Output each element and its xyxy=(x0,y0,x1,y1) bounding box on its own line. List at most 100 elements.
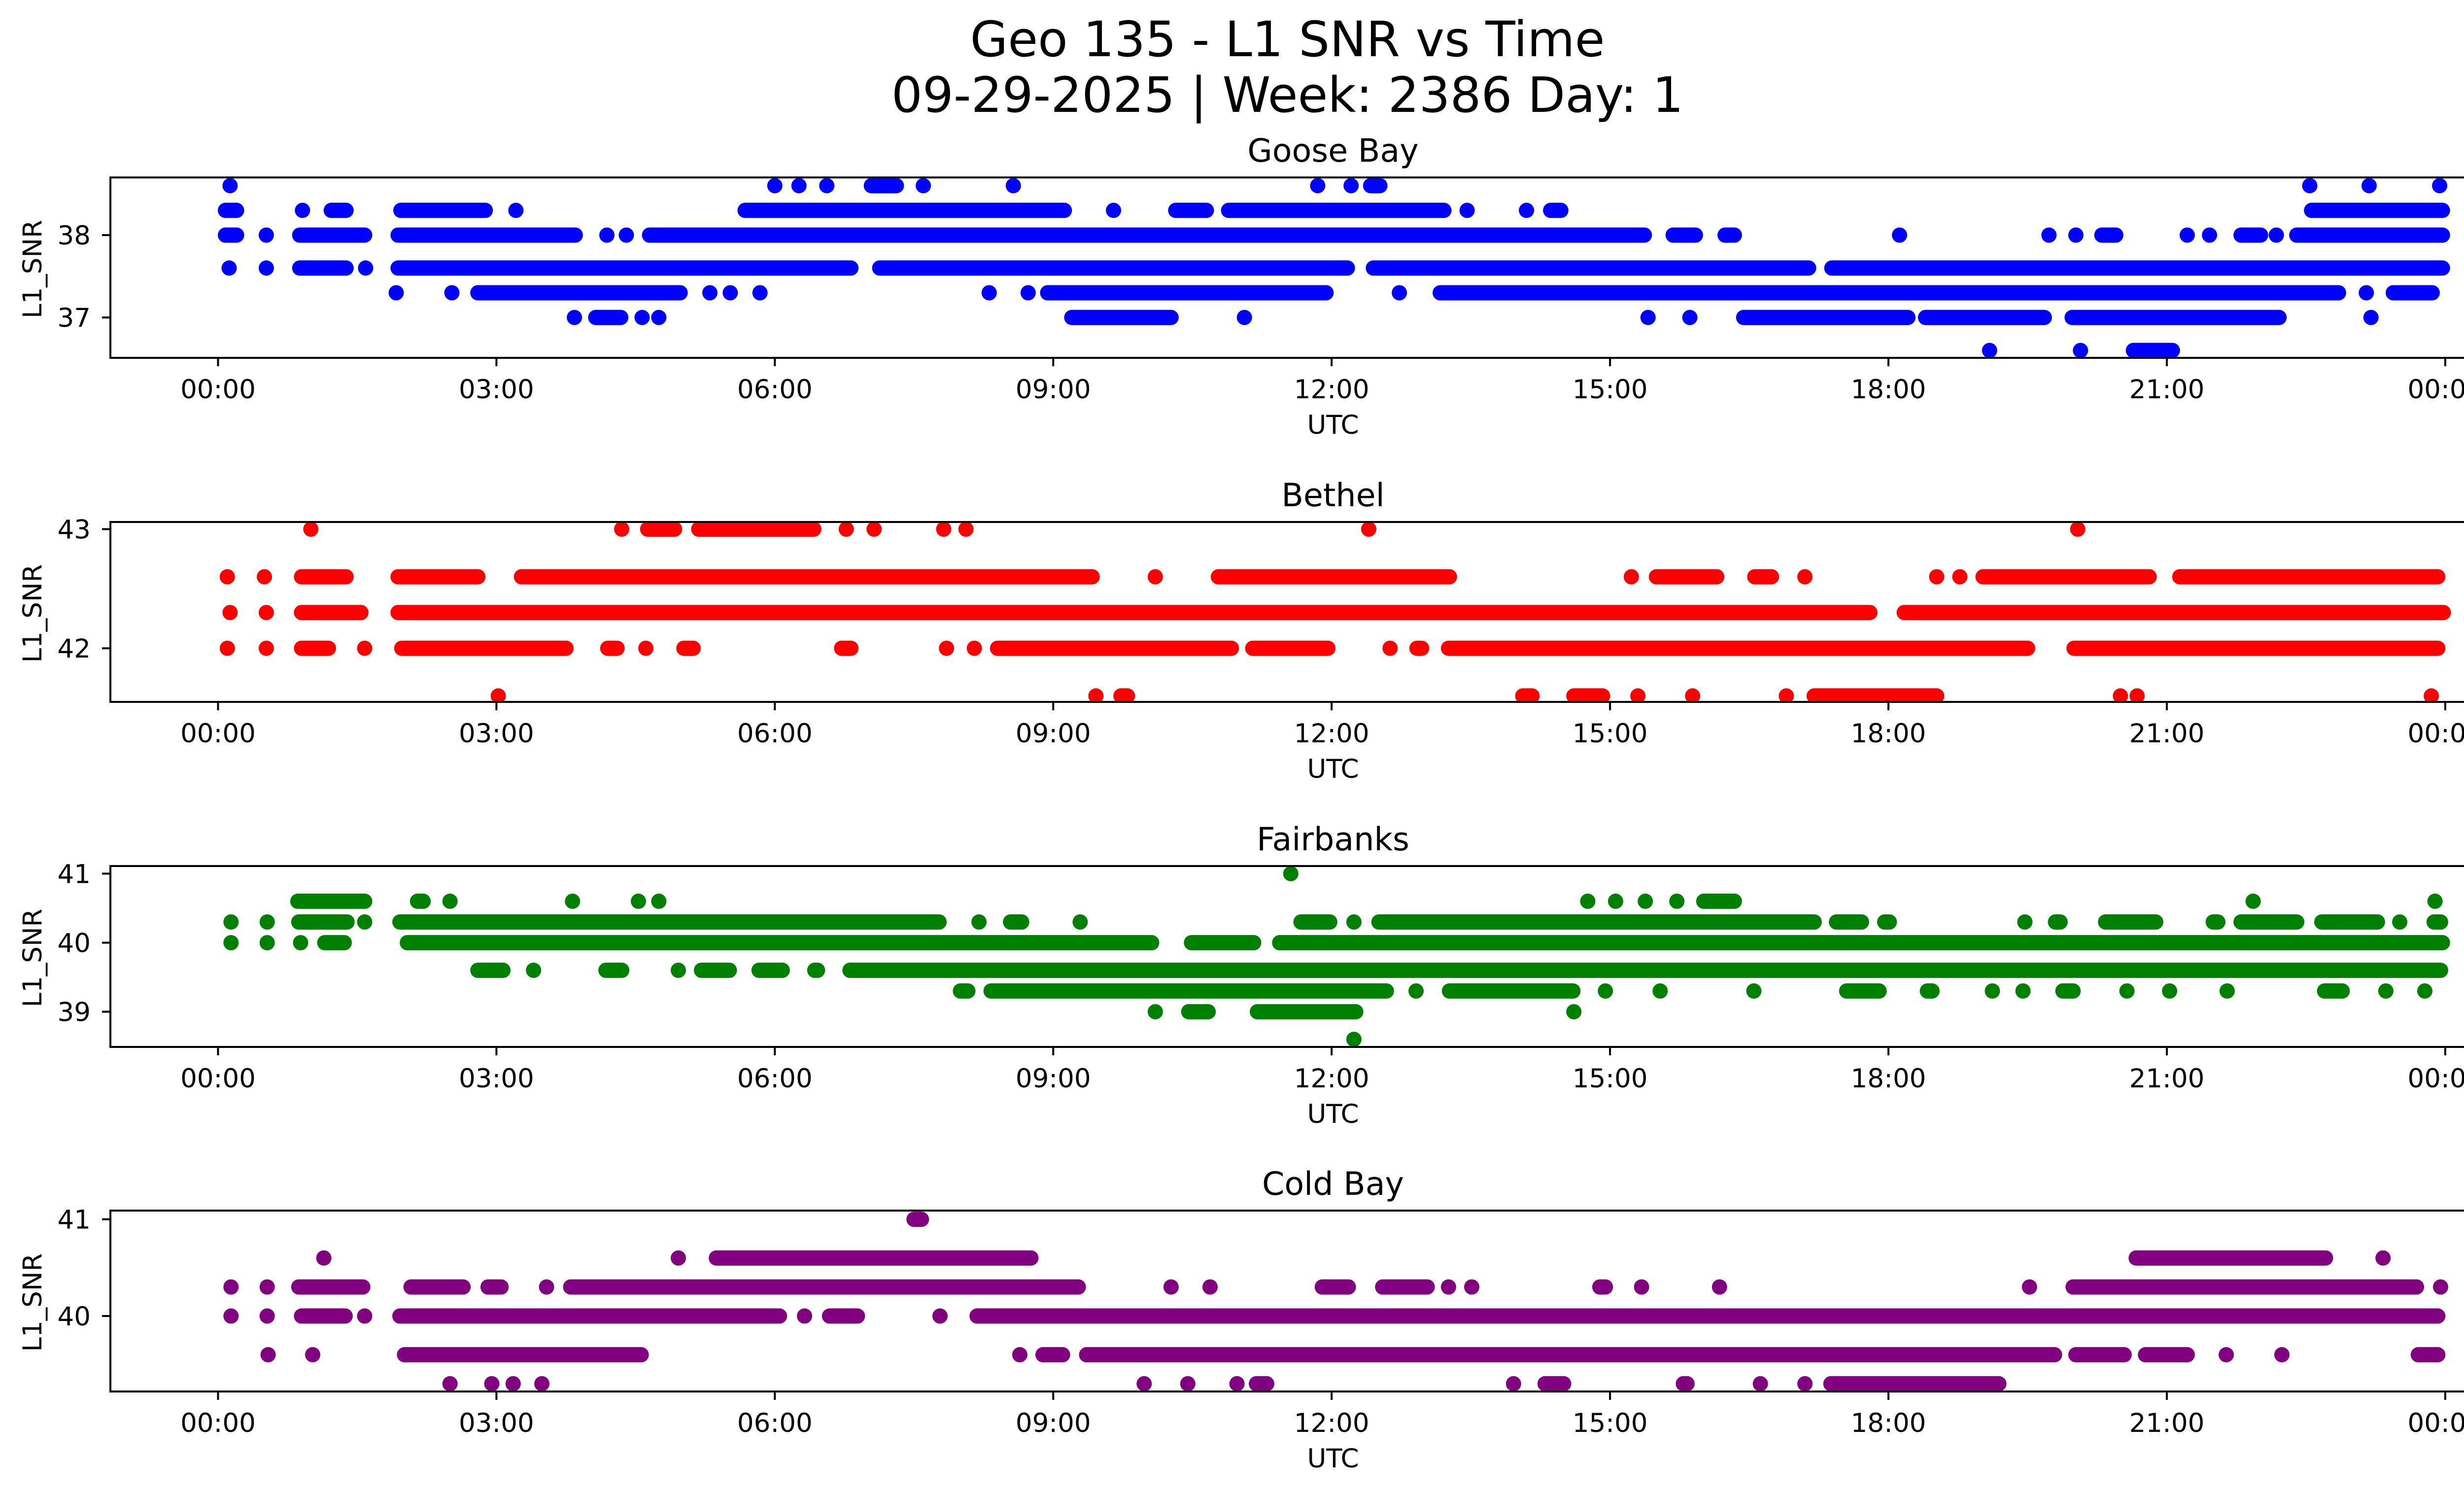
data-point xyxy=(388,285,404,301)
data-point xyxy=(791,178,807,194)
data-point xyxy=(526,963,542,978)
x-tick-label: 06:00 xyxy=(737,1064,813,1094)
data-point xyxy=(1408,983,1424,999)
data-point xyxy=(702,285,718,301)
data-point xyxy=(2021,1279,2037,1295)
y-tick-label: 40 xyxy=(58,928,91,958)
figure-subtitle: 09-29-2025 | Week: 2386 Day: 1 xyxy=(891,67,1684,124)
data-point xyxy=(2302,178,2318,194)
data-point xyxy=(442,893,458,909)
data-point xyxy=(2070,522,2086,537)
data-point xyxy=(1072,914,1088,930)
data-point xyxy=(752,285,768,301)
data-point xyxy=(2268,227,2284,243)
y-tick-label: 41 xyxy=(58,1205,91,1235)
data-point xyxy=(1147,1004,1163,1020)
data-point xyxy=(1519,203,1535,218)
data-point xyxy=(1634,1279,1649,1295)
data-point xyxy=(222,605,238,621)
data-point xyxy=(1088,688,1104,702)
data-point xyxy=(1106,203,1122,218)
x-axis-label: UTC xyxy=(1307,410,1359,440)
subplot-title: Goose Bay xyxy=(1247,133,1418,170)
data-point xyxy=(534,1376,550,1391)
x-tick-label: 21:00 xyxy=(2129,375,2205,405)
data-point xyxy=(618,227,634,243)
subplot-title: Cold Bay xyxy=(1262,1166,1404,1203)
data-point xyxy=(1623,569,1639,585)
x-tick-label: 15:00 xyxy=(1573,1064,1648,1094)
data-point xyxy=(1985,983,2000,999)
data-point xyxy=(565,893,581,909)
x-tick-label: 18:00 xyxy=(1851,1064,1926,1094)
subplot-bethel: 00:00 03:00 06:00 09:00 12:00 15:00 18:00 21:00… xyxy=(18,477,2464,784)
data-point xyxy=(1346,914,1362,930)
data-point xyxy=(1598,983,1613,999)
x-tick-label: 00:00 xyxy=(180,1064,256,1094)
data-point xyxy=(1136,1376,1152,1391)
data-point xyxy=(1283,866,1299,881)
data-point xyxy=(916,178,931,194)
data-point xyxy=(259,935,275,950)
subplot-goose-bay: 00:00 03:00 06:00 09:00 12:00 15:00 18:00 21:00… xyxy=(18,133,2464,440)
data-point xyxy=(1685,688,1701,702)
y-axis-label: L1_SNR xyxy=(18,1253,48,1352)
data-point xyxy=(1236,310,1252,325)
y-axis-label: L1_SNR xyxy=(18,564,48,663)
x-tick-label: 12:00 xyxy=(1294,375,1369,405)
y-tick-label: 37 xyxy=(58,303,91,333)
data-point xyxy=(2119,983,2135,999)
y-axis-label: L1_SNR xyxy=(18,220,48,318)
data-point xyxy=(257,569,273,585)
data-point xyxy=(1147,569,1163,585)
x-tick-label: 06:00 xyxy=(737,375,813,405)
data-point xyxy=(2162,983,2178,999)
data-point xyxy=(958,522,974,537)
data-point xyxy=(634,310,650,325)
data-point xyxy=(1752,1376,1768,1391)
data-point xyxy=(1580,893,1596,909)
data-point xyxy=(838,522,854,537)
x-tick-label: 06:00 xyxy=(737,1408,813,1438)
data-point xyxy=(1229,1376,1245,1391)
x-tick-label: 00:00 xyxy=(2408,1408,2464,1438)
data-point xyxy=(2015,983,2031,999)
x-tick-label: 15:00 xyxy=(1573,1408,1648,1438)
data-point xyxy=(599,227,615,243)
y-axis-label: L1_SNR xyxy=(18,909,48,1008)
data-point xyxy=(971,914,987,930)
x-tick-label: 03:00 xyxy=(459,1408,534,1438)
scatter-points-goose-bay xyxy=(218,178,2450,358)
data-point xyxy=(2424,688,2439,702)
data-point xyxy=(671,963,686,978)
data-point xyxy=(1952,569,1968,585)
data-point xyxy=(1638,893,1653,909)
data-point xyxy=(1180,1376,1196,1391)
data-point xyxy=(1608,893,1623,909)
data-point xyxy=(1711,1279,1727,1295)
data-point xyxy=(819,178,835,194)
data-point xyxy=(1392,285,1407,301)
data-point xyxy=(305,1347,320,1362)
x-tick-label: 09:00 xyxy=(1016,375,1091,405)
data-point xyxy=(631,893,646,909)
data-point xyxy=(1464,1279,1479,1295)
data-point xyxy=(1682,310,1698,325)
x-tick-label: 06:00 xyxy=(737,719,813,749)
data-point xyxy=(2359,285,2374,301)
data-point xyxy=(358,260,374,276)
x-tick-label: 12:00 xyxy=(1294,1408,1369,1438)
data-point xyxy=(2274,1347,2290,1362)
data-point xyxy=(222,178,238,194)
data-point xyxy=(490,688,506,702)
data-point xyxy=(932,1308,948,1324)
data-point xyxy=(722,285,738,301)
data-point xyxy=(2068,227,2084,243)
x-tick-label: 15:00 xyxy=(1573,375,1648,405)
data-point xyxy=(1652,983,1668,999)
data-point xyxy=(767,178,783,194)
subplot-fairbanks: 00:00 03:00 06:00 09:00 12:00 15:00 18:00 21:00… xyxy=(18,821,2464,1129)
data-point xyxy=(797,1308,813,1324)
